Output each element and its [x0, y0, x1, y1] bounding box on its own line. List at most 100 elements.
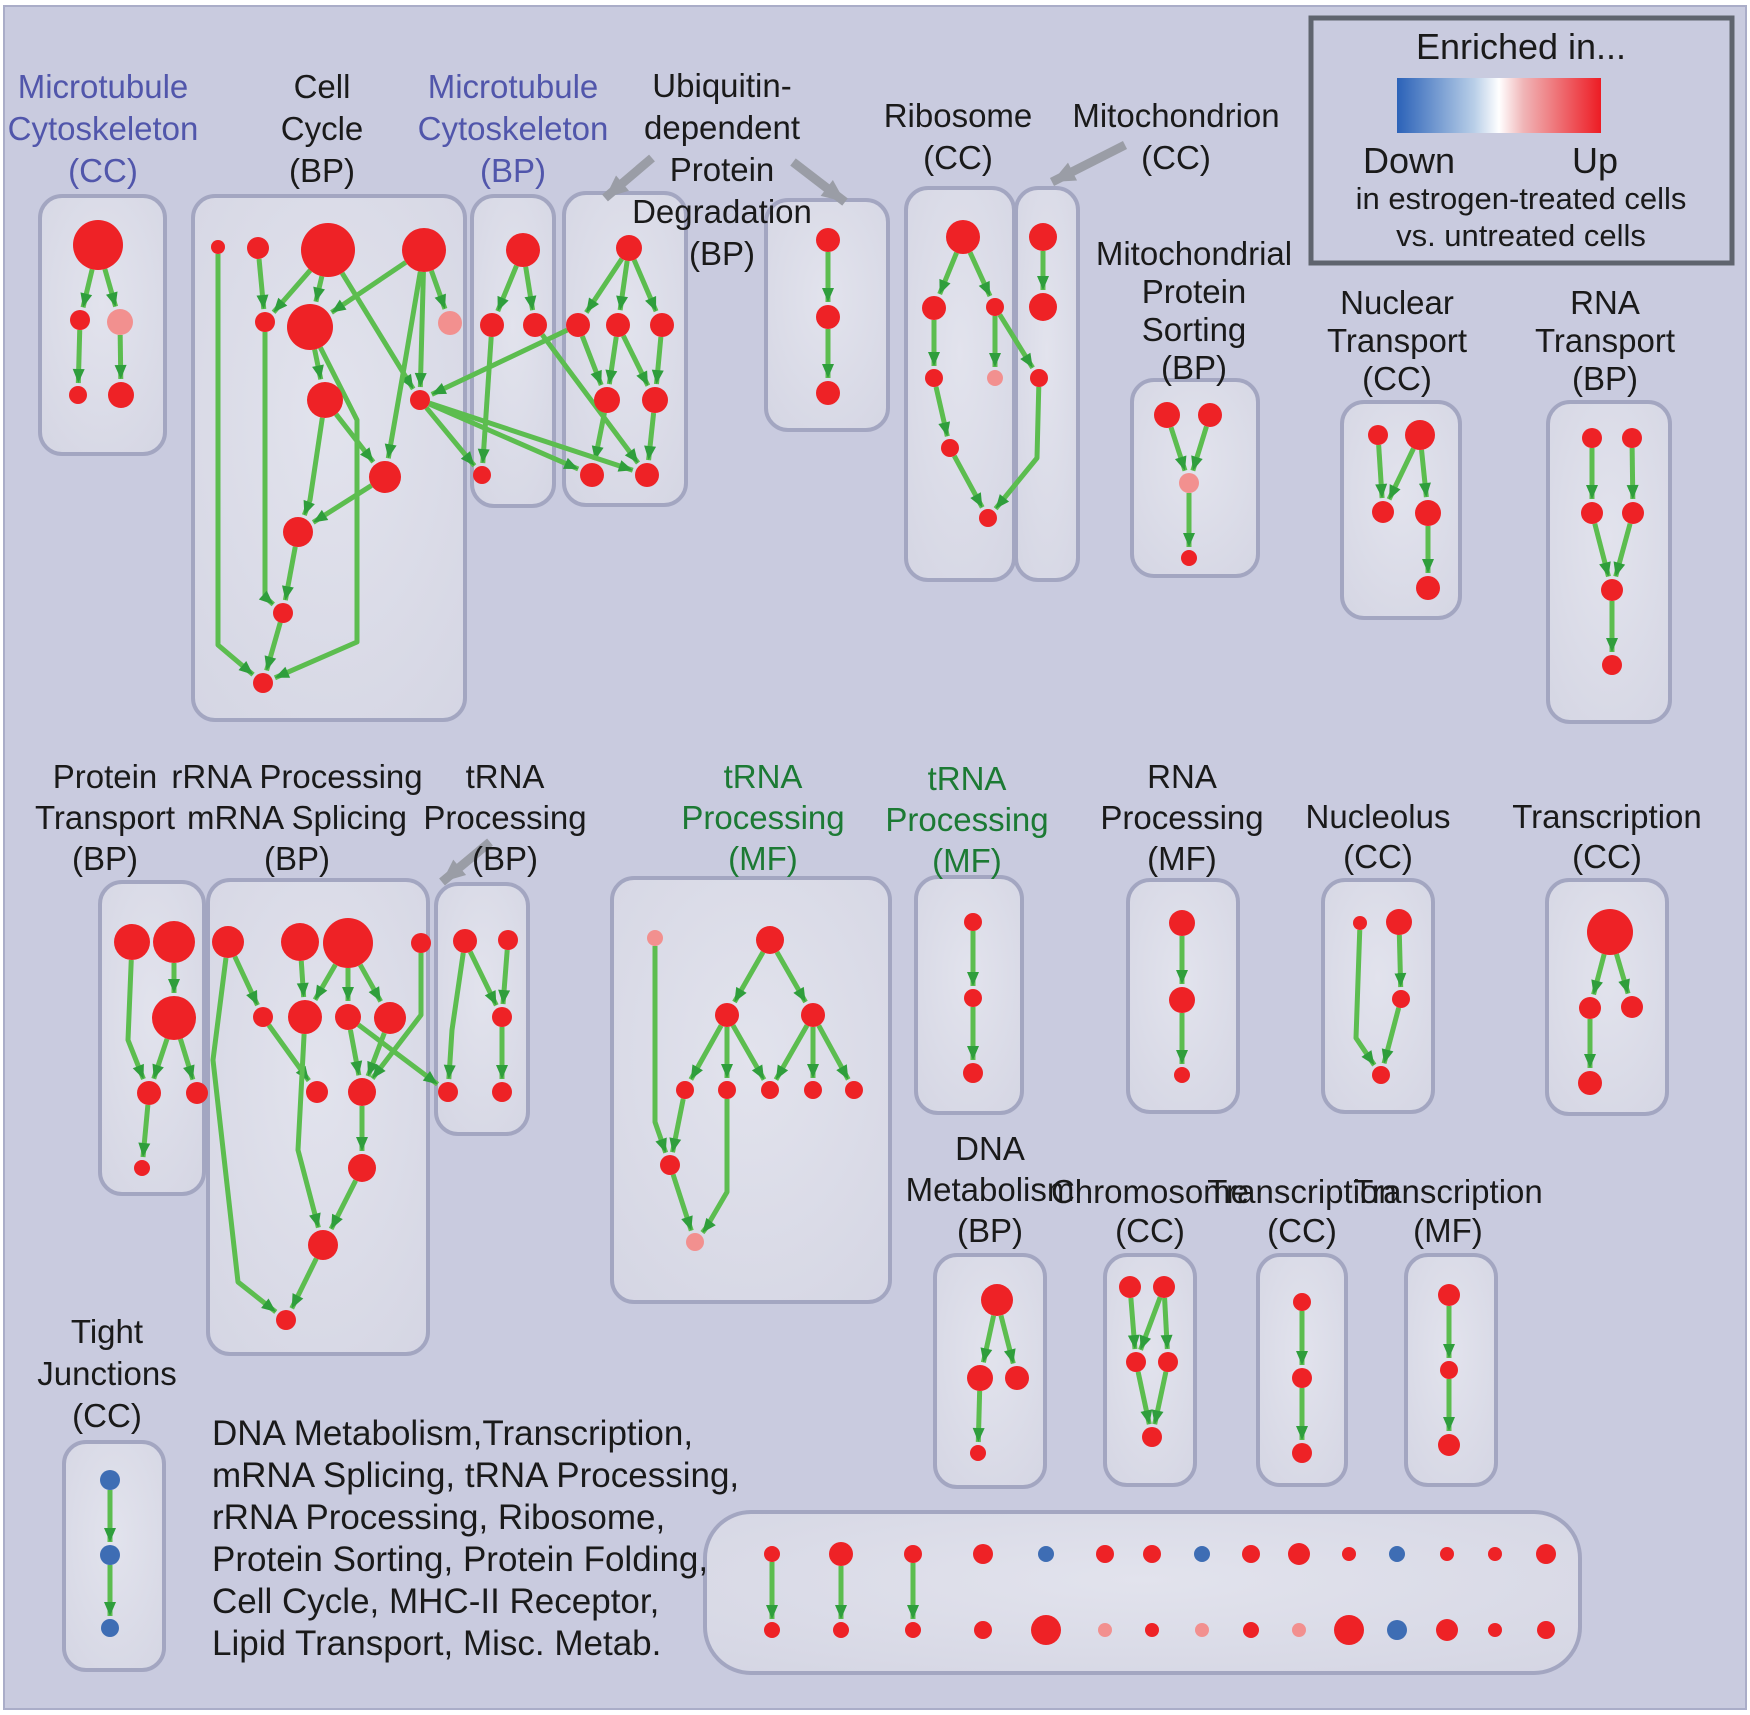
- trna_mf1-node-6: [761, 1081, 779, 1099]
- label-ribosome-line-1: (CC): [923, 139, 993, 176]
- label-protein-transport-line-1: Transport: [35, 799, 175, 836]
- trna_mf2-node-0: [964, 913, 982, 931]
- annotation-arrow-icon-3: [439, 838, 493, 886]
- label-trna-mf-1-line-1: Processing: [681, 799, 844, 836]
- bottom-strip-bottom-node-10: [1334, 1615, 1364, 1645]
- rrna-edge-5-11: [295, 1033, 321, 1229]
- rrna-edge-0-4: [232, 955, 260, 1007]
- mt_bp-node-1: [480, 313, 504, 337]
- bottom-strip-top-node-3: [973, 1544, 993, 1564]
- legend-down-label: Down: [1363, 140, 1455, 181]
- mps-node-1: [1198, 403, 1222, 427]
- cross-edge-cell_cycle-to-mt_bp-1: [424, 406, 477, 468]
- trna_mf1-edge-9-10: [670, 1173, 694, 1232]
- rrna-edge-0-12: [210, 957, 278, 1314]
- label-mitochondrion-line-0: Mitochondrion: [1072, 97, 1279, 134]
- tight-node-1: [100, 1545, 120, 1565]
- bottom-strip-bottom-node-0: [764, 1622, 780, 1638]
- label-mito-protein-sorting-line-0: Mitochondrial: [1096, 235, 1292, 272]
- mps-node-3: [1181, 550, 1197, 566]
- cross-edge-mito-to-ribosome-6: [993, 386, 1042, 511]
- chromosome-node-4: [1142, 1427, 1162, 1447]
- nucleolus-node-3: [1372, 1066, 1390, 1084]
- bottom-strip-box: [703, 1510, 1582, 1675]
- label-ubiquitin-line-1: dependent: [644, 109, 800, 146]
- chromosome-node-3: [1158, 1352, 1178, 1372]
- ubiq1-edge-0-1: [584, 257, 624, 314]
- label-transcription-mf-3-line-1: (MF): [1413, 1212, 1483, 1249]
- ribosome-node-6: [979, 509, 997, 527]
- bottom-strip-top-node-4: [1038, 1546, 1054, 1562]
- trans_mf3-node-2: [1438, 1434, 1460, 1456]
- ubiq1-edge-0-3: [631, 258, 659, 313]
- ribosome-edge-0-1: [937, 251, 959, 296]
- mps-edge-1-2: [1190, 425, 1209, 472]
- label-nucleolus-line-1: (CC): [1343, 838, 1413, 875]
- label-dna-metabolism-line-2: (BP): [957, 1212, 1023, 1249]
- cell_cycle-node-11: [273, 603, 293, 623]
- label-mito-protein-sorting-line-1: Protein: [1142, 273, 1247, 310]
- label-cell-cycle-line-2: (BP): [289, 152, 355, 189]
- bottom-strip-bottom-node-14: [1537, 1621, 1555, 1639]
- mito-node-2: [1030, 369, 1048, 387]
- chromosome-node-2: [1126, 1352, 1146, 1372]
- mt_bp-node-0: [506, 233, 540, 267]
- nuc_trans-edge-0-2: [1375, 444, 1388, 499]
- label-mito-protein-sorting-line-2: Sorting: [1142, 311, 1247, 348]
- bottom-strip-top-node-12: [1440, 1547, 1454, 1561]
- label-microtubule-bp-line-0: Microtubule: [428, 68, 599, 105]
- trna_mf1-node-8: [845, 1081, 863, 1099]
- label-ubiquitin-line-2: Protein: [670, 151, 775, 188]
- cell_cycle-node-1: [247, 237, 269, 259]
- label-microtubule-bp-line-1: Cytoskeleton: [418, 110, 609, 147]
- nuc_trans-box: [1340, 400, 1462, 620]
- ubiq1-node-2: [606, 313, 630, 337]
- bottom-strip-top-node-7: [1194, 1546, 1210, 1562]
- mt_cc-node-1: [70, 310, 90, 330]
- label-chromosome-line-0: Chromosome: [1051, 1173, 1249, 1210]
- legend-box: [1308, 15, 1735, 266]
- rrna-node-3: [411, 933, 431, 953]
- cross-edge-cell_cycle-to-ubiq1-3: [428, 400, 634, 473]
- nodes-layer: [69, 220, 1644, 1645]
- nuc_trans-node-2: [1372, 501, 1394, 523]
- rna_trans-edge-3-4: [1613, 522, 1633, 578]
- trna_mf1-node-1: [756, 926, 784, 954]
- trna_mf1-node-7: [804, 1081, 822, 1099]
- rna_trans-edge-2-4: [1592, 523, 1611, 578]
- label-rrna-mrna-line-1: mRNA Splicing: [187, 799, 407, 836]
- cell_cycle-edge-3-5: [330, 260, 408, 315]
- bottom-strip-top-node-0: [764, 1546, 780, 1562]
- ubiq1-edge-5-7: [644, 412, 657, 461]
- trans_cc2-box: [1545, 878, 1669, 1116]
- label-cell-cycle-line-0: Cell: [294, 68, 351, 105]
- tight-node-2: [101, 1619, 119, 1637]
- cell_cycle-node-6: [438, 311, 462, 335]
- nucleolus-box: [1321, 878, 1435, 1114]
- cell_cycle-edge-0-12: [215, 254, 255, 677]
- label-misc-text-block-line-0: DNA Metabolism,Transcription,: [212, 1414, 693, 1453]
- dna_met-node-0: [981, 1284, 1013, 1316]
- trna_bp-node-2: [492, 1007, 512, 1027]
- ubiq1-edge-3-5: [651, 336, 664, 385]
- cell_cycle-node-7: [307, 382, 343, 418]
- trans_cc2-node-2: [1621, 996, 1643, 1018]
- rna_trans-edge-1-3: [1626, 447, 1639, 500]
- nuc_trans-node-0: [1368, 425, 1388, 445]
- label-cell-cycle-line-1: Cycle: [281, 110, 364, 147]
- label-transcription-mf-3-line-0: Transcription: [1353, 1173, 1543, 1210]
- bottom-strip-bottom-node-3: [974, 1621, 992, 1639]
- ribosome-edge-5-6: [952, 454, 985, 509]
- mt_cc-edge-0-1: [80, 268, 95, 308]
- trna_mf1-edge-2-6: [730, 1024, 767, 1081]
- ribosome-edge-0-2: [967, 251, 993, 298]
- chromosome-edge-0-2: [1127, 1297, 1140, 1350]
- bottom-strip-top-node-2: [904, 1545, 922, 1563]
- label-microtubule-cc-line-2: (CC): [68, 152, 138, 189]
- prot_trans-edge-2-4: [178, 1038, 196, 1081]
- cell_cycle-edge-10-11: [282, 546, 298, 601]
- ubiq1-edge-2-4: [605, 336, 619, 385]
- trna_bp-node-0: [453, 929, 477, 953]
- ubiq2-node-2: [816, 381, 840, 405]
